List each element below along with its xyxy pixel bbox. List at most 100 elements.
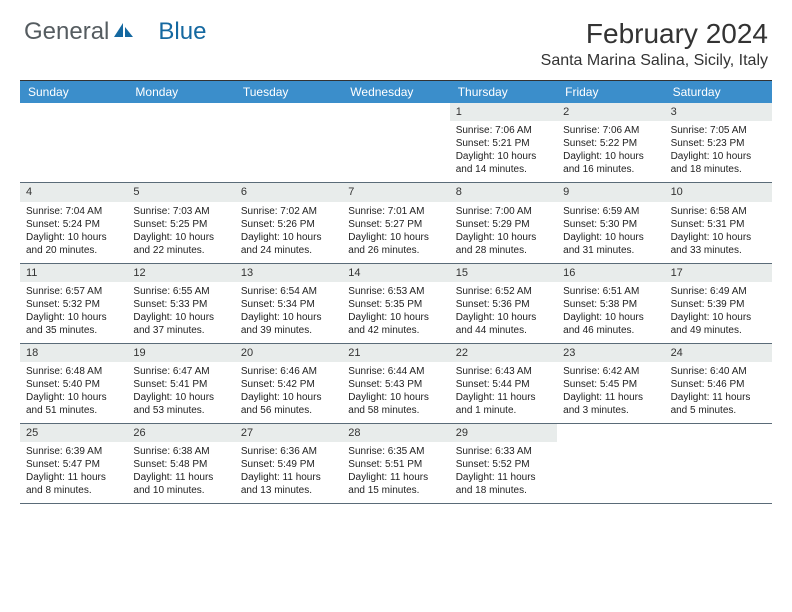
week-row: 4Sunrise: 7:04 AMSunset: 5:24 PMDaylight…	[20, 183, 772, 263]
day-sunrise: Sunrise: 6:42 AM	[563, 365, 658, 378]
day-sunset: Sunset: 5:26 PM	[241, 218, 336, 231]
day-day1: Daylight: 10 hours	[241, 391, 336, 404]
day-body: Sunrise: 6:57 AMSunset: 5:32 PMDaylight:…	[20, 282, 127, 343]
day-body: Sunrise: 6:53 AMSunset: 5:35 PMDaylight:…	[342, 282, 449, 343]
day-sunset: Sunset: 5:52 PM	[456, 458, 551, 471]
day-sunset: Sunset: 5:48 PM	[133, 458, 228, 471]
day-day1: Daylight: 11 hours	[671, 391, 766, 404]
day-day2: and 46 minutes.	[563, 324, 658, 337]
day-number: 19	[127, 344, 234, 362]
week-row: 1Sunrise: 7:06 AMSunset: 5:21 PMDaylight…	[20, 103, 772, 183]
day-day1: Daylight: 10 hours	[671, 231, 766, 244]
day-cell: 21Sunrise: 6:44 AMSunset: 5:43 PMDayligh…	[342, 344, 449, 423]
day-cell: 14Sunrise: 6:53 AMSunset: 5:35 PMDayligh…	[342, 264, 449, 343]
day-cell: 5Sunrise: 7:03 AMSunset: 5:25 PMDaylight…	[127, 183, 234, 262]
day-cell: 9Sunrise: 6:59 AMSunset: 5:30 PMDaylight…	[557, 183, 664, 262]
day-number: 22	[450, 344, 557, 362]
weekday-header-row: SundayMondayTuesdayWednesdayThursdayFrid…	[20, 81, 772, 103]
weekday-header: Sunday	[20, 81, 127, 103]
day-day2: and 1 minute.	[456, 404, 551, 417]
logo: General Blue	[24, 18, 206, 46]
day-number: 25	[20, 424, 127, 442]
day-cell: 26Sunrise: 6:38 AMSunset: 5:48 PMDayligh…	[127, 424, 234, 503]
day-day1: Daylight: 11 hours	[241, 471, 336, 484]
day-sunrise: Sunrise: 7:00 AM	[456, 205, 551, 218]
day-sunrise: Sunrise: 6:55 AM	[133, 285, 228, 298]
day-day2: and 33 minutes.	[671, 244, 766, 257]
day-cell: 11Sunrise: 6:57 AMSunset: 5:32 PMDayligh…	[20, 264, 127, 343]
day-number: 3	[665, 103, 772, 121]
day-sunrise: Sunrise: 6:58 AM	[671, 205, 766, 218]
day-day1: Daylight: 11 hours	[456, 471, 551, 484]
day-sunrise: Sunrise: 6:39 AM	[26, 445, 121, 458]
day-sunrise: Sunrise: 7:02 AM	[241, 205, 336, 218]
day-number: 18	[20, 344, 127, 362]
day-sunrise: Sunrise: 6:48 AM	[26, 365, 121, 378]
day-body: Sunrise: 6:38 AMSunset: 5:48 PMDaylight:…	[127, 442, 234, 503]
day-number	[665, 424, 772, 442]
day-sunset: Sunset: 5:29 PM	[456, 218, 551, 231]
day-day1: Daylight: 10 hours	[456, 231, 551, 244]
day-day1: Daylight: 10 hours	[456, 150, 551, 163]
day-body: Sunrise: 6:44 AMSunset: 5:43 PMDaylight:…	[342, 362, 449, 423]
page-subtitle: Santa Marina Salina, Sicily, Italy	[541, 52, 768, 70]
day-sunrise: Sunrise: 6:36 AM	[241, 445, 336, 458]
day-sunset: Sunset: 5:27 PM	[348, 218, 443, 231]
day-number: 2	[557, 103, 664, 121]
day-sunset: Sunset: 5:39 PM	[671, 298, 766, 311]
week-row: 18Sunrise: 6:48 AMSunset: 5:40 PMDayligh…	[20, 344, 772, 424]
day-body: Sunrise: 6:59 AMSunset: 5:30 PMDaylight:…	[557, 202, 664, 263]
day-day1: Daylight: 10 hours	[26, 391, 121, 404]
day-sunset: Sunset: 5:49 PM	[241, 458, 336, 471]
day-body: Sunrise: 7:00 AMSunset: 5:29 PMDaylight:…	[450, 202, 557, 263]
day-day2: and 13 minutes.	[241, 484, 336, 497]
day-sunset: Sunset: 5:24 PM	[26, 218, 121, 231]
day-day2: and 26 minutes.	[348, 244, 443, 257]
day-body: Sunrise: 7:03 AMSunset: 5:25 PMDaylight:…	[127, 202, 234, 263]
day-body: Sunrise: 6:43 AMSunset: 5:44 PMDaylight:…	[450, 362, 557, 423]
day-sunset: Sunset: 5:42 PM	[241, 378, 336, 391]
day-cell	[665, 424, 772, 503]
day-cell: 23Sunrise: 6:42 AMSunset: 5:45 PMDayligh…	[557, 344, 664, 423]
day-number: 28	[342, 424, 449, 442]
day-day1: Daylight: 10 hours	[563, 231, 658, 244]
day-day1: Daylight: 10 hours	[348, 231, 443, 244]
day-body: Sunrise: 7:05 AMSunset: 5:23 PMDaylight:…	[665, 121, 772, 182]
logo-text-blue: Blue	[158, 18, 206, 46]
day-sunrise: Sunrise: 6:40 AM	[671, 365, 766, 378]
day-number: 24	[665, 344, 772, 362]
weekday-header: Friday	[557, 81, 664, 103]
day-sunrise: Sunrise: 7:04 AM	[26, 205, 121, 218]
day-sunset: Sunset: 5:30 PM	[563, 218, 658, 231]
day-cell: 12Sunrise: 6:55 AMSunset: 5:33 PMDayligh…	[127, 264, 234, 343]
day-cell: 18Sunrise: 6:48 AMSunset: 5:40 PMDayligh…	[20, 344, 127, 423]
day-day2: and 24 minutes.	[241, 244, 336, 257]
day-cell: 6Sunrise: 7:02 AMSunset: 5:26 PMDaylight…	[235, 183, 342, 262]
day-sunrise: Sunrise: 6:59 AM	[563, 205, 658, 218]
day-cell: 3Sunrise: 7:05 AMSunset: 5:23 PMDaylight…	[665, 103, 772, 182]
day-day1: Daylight: 10 hours	[456, 311, 551, 324]
weekday-header: Thursday	[450, 81, 557, 103]
day-body: Sunrise: 7:04 AMSunset: 5:24 PMDaylight:…	[20, 202, 127, 263]
day-sunrise: Sunrise: 7:05 AM	[671, 124, 766, 137]
day-sunrise: Sunrise: 6:33 AM	[456, 445, 551, 458]
day-cell: 28Sunrise: 6:35 AMSunset: 5:51 PMDayligh…	[342, 424, 449, 503]
day-day2: and 37 minutes.	[133, 324, 228, 337]
day-sunrise: Sunrise: 6:49 AM	[671, 285, 766, 298]
day-day1: Daylight: 10 hours	[563, 150, 658, 163]
day-sunset: Sunset: 5:35 PM	[348, 298, 443, 311]
day-cell: 1Sunrise: 7:06 AMSunset: 5:21 PMDaylight…	[450, 103, 557, 182]
logo-text-general: General	[24, 18, 109, 46]
day-cell: 4Sunrise: 7:04 AMSunset: 5:24 PMDaylight…	[20, 183, 127, 262]
day-day2: and 5 minutes.	[671, 404, 766, 417]
day-day1: Daylight: 10 hours	[671, 150, 766, 163]
day-body: Sunrise: 7:01 AMSunset: 5:27 PMDaylight:…	[342, 202, 449, 263]
day-day1: Daylight: 10 hours	[671, 311, 766, 324]
day-cell	[235, 103, 342, 182]
day-sunrise: Sunrise: 7:01 AM	[348, 205, 443, 218]
day-sunrise: Sunrise: 6:52 AM	[456, 285, 551, 298]
day-sunrise: Sunrise: 6:35 AM	[348, 445, 443, 458]
day-sunset: Sunset: 5:47 PM	[26, 458, 121, 471]
weekday-header: Wednesday	[342, 81, 449, 103]
day-number: 16	[557, 264, 664, 282]
